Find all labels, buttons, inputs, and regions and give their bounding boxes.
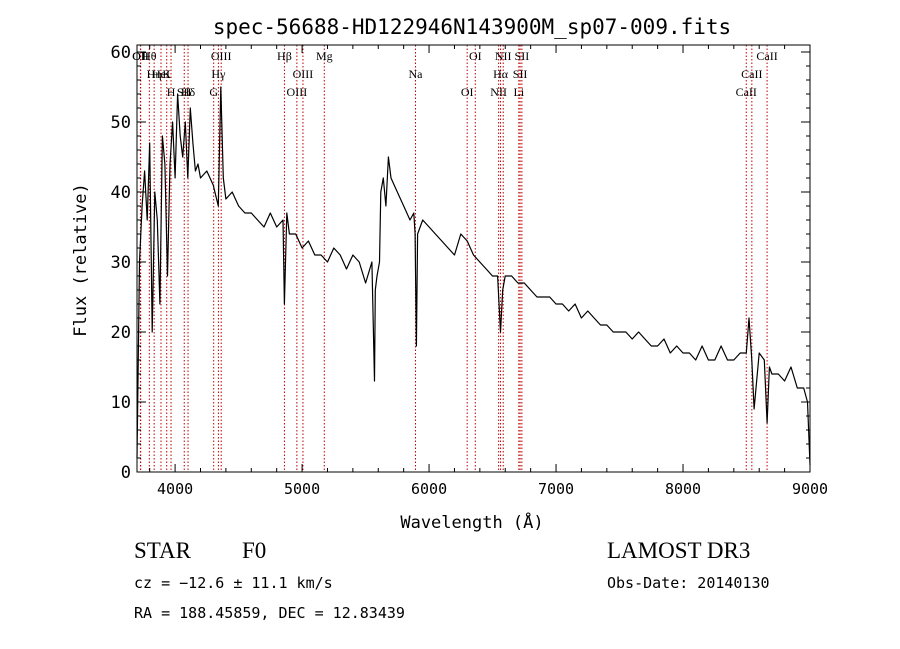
line-label: K	[162, 67, 171, 81]
line-label: OIII	[293, 67, 314, 81]
y-tick-label: 40	[111, 183, 131, 203]
line-label: H	[167, 85, 176, 99]
line-label: Na	[408, 67, 423, 81]
line-label: OIII	[211, 49, 232, 63]
line-label: Hη	[147, 67, 162, 81]
y-tick-label: 20	[111, 323, 131, 343]
line-label: OIII	[287, 85, 308, 99]
line-label: OI	[469, 49, 482, 63]
line-label: Li	[513, 85, 524, 99]
x-tick-label: 6000	[411, 480, 447, 498]
x-tick-label: 5000	[284, 480, 320, 498]
x-tick-label: 9000	[792, 480, 828, 498]
line-label: SII	[177, 85, 192, 99]
line-label: SII	[515, 49, 530, 63]
line-label: CaII	[756, 49, 777, 63]
line-label: NII	[495, 49, 512, 63]
x-tick-label: 7000	[538, 480, 574, 498]
line-label: SII	[513, 67, 528, 81]
line-label: Mg	[316, 49, 333, 63]
spectrum-series-line	[136, 86, 811, 466]
emission-line-markers	[139, 45, 768, 472]
line-label: OI	[461, 85, 474, 99]
y-tick-label: 50	[111, 113, 131, 133]
line-label: Hγ	[211, 67, 226, 81]
x-tick-label: 4000	[157, 480, 193, 498]
y-axis: 0 10 20 30 40 50 60	[111, 43, 810, 483]
line-label: OII	[132, 49, 149, 63]
x-tick-label: 8000	[665, 480, 701, 498]
y-tick-label: 60	[111, 43, 131, 63]
survey-name: LAMOST DR3	[607, 538, 751, 563]
line-label: NII	[490, 85, 507, 99]
y-tick-label: 10	[111, 393, 131, 413]
object-class: STAR	[134, 538, 191, 563]
line-label: CaII	[741, 67, 762, 81]
line-label: HeI	[152, 67, 170, 81]
observation-date: Obs-Date: 20140130	[607, 574, 770, 592]
redshift-value: cz = −12.6 ± 11.1 km/s	[134, 574, 333, 592]
chart-title: spec-56688-HD122946N143900M_sp07-009.fit…	[213, 15, 731, 39]
y-axis-label: Flux (relative)	[71, 183, 91, 337]
y-tick-label: 30	[111, 253, 131, 273]
line-label: Hα	[493, 67, 509, 81]
line-label: CaII	[736, 85, 757, 99]
line-label: G	[209, 85, 218, 99]
x-axis-label: Wavelength (Å)	[400, 511, 543, 533]
line-label: Hβ	[277, 49, 292, 63]
y-tick-label: 0	[121, 463, 131, 483]
x-axis: 4000 5000 6000 7000 8000 9000	[149, 45, 828, 498]
emission-line-labels: HθKHδOIIHeISIIOIIHηHOIIIHγGHβOIIIOIIIMgN…	[132, 49, 778, 99]
plot-frame	[136, 44, 811, 473]
line-label: Hδ	[181, 85, 196, 99]
coordinates: RA = 188.45859, DEC = 12.83439	[134, 604, 405, 622]
object-subclass: F0	[242, 538, 267, 563]
